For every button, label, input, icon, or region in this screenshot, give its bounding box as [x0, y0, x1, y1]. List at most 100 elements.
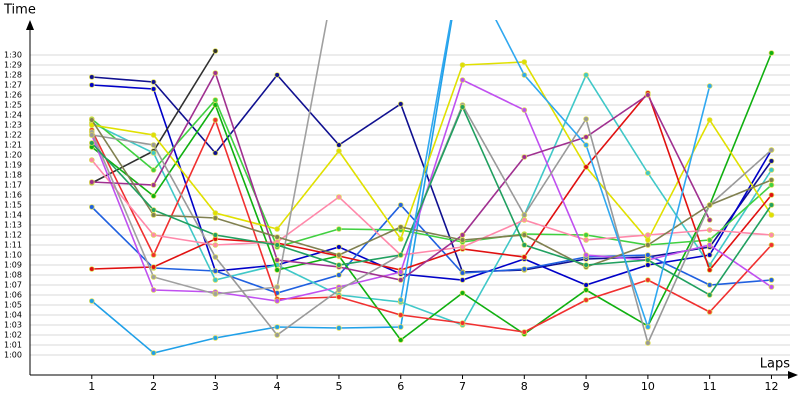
point [768, 242, 775, 248]
point [521, 217, 528, 223]
y-tick-label: 1:06 [4, 291, 22, 300]
point [150, 274, 157, 280]
point [397, 236, 404, 242]
point [274, 242, 280, 248]
point [212, 254, 219, 260]
point [150, 150, 157, 156]
y-tick-label: 1:03 [4, 321, 22, 330]
y-tick-label: 1:24 [4, 111, 22, 120]
point [521, 59, 528, 65]
y-tick-label: 1:15 [4, 201, 22, 210]
point [397, 277, 404, 283]
point [336, 325, 342, 331]
point [459, 232, 466, 238]
point [521, 329, 528, 335]
point [521, 254, 528, 260]
point [88, 132, 95, 138]
y-tick-label: 1:25 [4, 101, 22, 110]
point [645, 340, 651, 346]
x-tick-label: 10 [641, 380, 655, 393]
point [150, 193, 157, 199]
y-tick-label: 1:11 [4, 241, 22, 250]
point [706, 252, 713, 258]
point [336, 262, 342, 268]
point [88, 82, 95, 88]
point [645, 262, 651, 268]
point [706, 309, 713, 315]
point [521, 212, 528, 218]
x-axis-label: Laps [760, 357, 790, 372]
point [150, 182, 157, 188]
point [274, 234, 280, 240]
point [397, 297, 404, 303]
point [88, 204, 95, 210]
y-tick-label: 1:21 [4, 141, 22, 150]
point [397, 252, 404, 258]
y-tick-label: 1:26 [4, 91, 22, 100]
point [768, 182, 775, 188]
point [521, 107, 528, 113]
point [397, 324, 404, 330]
point [212, 150, 219, 156]
point [459, 77, 466, 83]
point [583, 116, 589, 122]
point [274, 324, 280, 330]
point [212, 277, 219, 283]
point [336, 142, 342, 148]
series-line [91, 84, 773, 286]
y-tick-label: 1:10 [4, 251, 22, 260]
point [150, 79, 157, 85]
point [212, 291, 219, 297]
point [521, 242, 528, 248]
y-tick-label: 1:16 [4, 191, 22, 200]
point [336, 148, 342, 154]
x-tick-label: 1 [88, 380, 95, 393]
point [706, 227, 713, 233]
point [336, 194, 342, 200]
point [583, 287, 589, 293]
point [768, 202, 775, 208]
series-line [91, 203, 772, 294]
point [706, 292, 713, 298]
plot-area [88, 20, 775, 356]
point [274, 298, 280, 304]
point [706, 267, 713, 273]
point [583, 134, 589, 140]
y-arrow [26, 20, 34, 30]
y-tick-label: 1:22 [4, 131, 22, 140]
point [336, 252, 342, 258]
point [768, 167, 775, 173]
point [645, 324, 651, 330]
point [150, 350, 157, 356]
point [706, 117, 713, 123]
point [706, 202, 713, 208]
point [150, 207, 157, 213]
point [397, 224, 404, 230]
y-tick-label: 1:01 [4, 341, 22, 350]
y-tick-label: 1:20 [4, 151, 22, 160]
point [521, 72, 528, 78]
point [88, 117, 95, 123]
point [768, 158, 775, 164]
point [88, 298, 95, 304]
point [88, 140, 95, 146]
series-line [91, 119, 772, 268]
point [150, 252, 157, 258]
x-tick-label: 3 [212, 380, 219, 393]
point [212, 268, 219, 274]
series-line [91, 61, 773, 242]
x-tick-label: 7 [459, 380, 466, 393]
point [397, 269, 404, 275]
point [88, 74, 95, 80]
point [88, 179, 95, 185]
point [459, 104, 466, 110]
point [706, 237, 713, 243]
series-line [91, 52, 773, 342]
y-tick-label: 1:09 [4, 261, 22, 270]
point [583, 252, 589, 258]
y-tick-label: 1:07 [4, 281, 22, 290]
point [212, 232, 219, 238]
point [768, 284, 775, 290]
point [397, 101, 404, 107]
